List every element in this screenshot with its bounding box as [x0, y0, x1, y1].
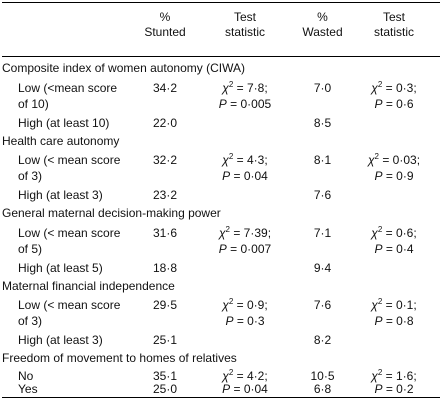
section-title: General maternal decision-making power: [2, 206, 221, 220]
bottom-rule: [2, 397, 440, 398]
row-label: High (at least 5): [18, 261, 103, 275]
stunted-value: 22·0: [152, 116, 178, 130]
chi-square: χ2 = 0·03;: [367, 152, 421, 168]
stunted-value: 31·6: [152, 226, 178, 240]
section-title: Maternal financial independence: [2, 279, 175, 293]
chi-square: χ2 = 1·6;: [371, 368, 417, 384]
row-label-cont: of 5): [18, 242, 43, 256]
row-label: High (at least 3): [18, 188, 103, 202]
section-title: Composite index of women autonomy (CIWA): [2, 61, 245, 75]
stunted-value: 34·2: [152, 81, 178, 95]
row-label: Low (< mean score: [18, 298, 121, 312]
header-test-statistic-2: Test statistic: [373, 10, 414, 39]
stunted-value: 35·1: [152, 369, 178, 383]
wasted-value: 7·1: [313, 226, 332, 240]
header-wasted: % Wasted: [302, 10, 343, 39]
stunted-value: 32·2: [152, 153, 178, 167]
header-rule: [2, 56, 440, 57]
stunted-value: 25·0: [152, 382, 178, 396]
wasted-value: 9·4: [313, 261, 332, 275]
section-title: Health care autonomy: [2, 134, 120, 148]
p-value: P = 0·04: [222, 169, 268, 183]
chi-square: χ2 = 0·3;: [371, 80, 417, 96]
wasted-value: 8·1: [313, 153, 332, 167]
wasted-value: 8·5: [313, 116, 332, 130]
wasted-value: 7·0: [313, 81, 332, 95]
p-value: P = 0·005: [218, 97, 272, 111]
header-test-statistic-1: Test statistic: [224, 10, 265, 39]
chi-square: χ2 = 4·3;: [222, 152, 268, 168]
chi-square: χ2 = 7·39;: [218, 225, 272, 241]
wasted-value: 7·6: [313, 188, 332, 202]
p-value: P = 0·3: [225, 314, 265, 328]
wasted-value: 7·6: [313, 298, 332, 312]
chi-square: χ2 = 4·2;: [222, 368, 268, 384]
row-label: No: [18, 369, 34, 383]
row-label: Low (<mean score: [18, 81, 118, 95]
stunted-value: 18·8: [152, 261, 178, 275]
p-value: P = 0·9: [374, 169, 414, 183]
row-label-cont: of 10): [18, 97, 49, 111]
row-label: Low (< mean score: [18, 226, 121, 240]
stunted-value: 23·2: [152, 188, 178, 202]
row-label-cont: of 3): [18, 169, 43, 183]
chi-square: χ2 = 0·6;: [371, 225, 417, 241]
stunted-value: 25·1: [152, 333, 178, 347]
wasted-value: 10·5: [310, 369, 335, 383]
p-value: P = 0·4: [374, 242, 414, 256]
row-label: High (at least 10): [18, 116, 110, 130]
chi-square: χ2 = 0·1;: [371, 297, 417, 313]
top-rule: [2, 2, 440, 3]
row-label-cont: of 3): [18, 314, 43, 328]
p-value: P = 0·04: [222, 382, 268, 396]
chi-square: χ2 = 7·8;: [222, 80, 268, 96]
row-label: High (at least 3): [18, 333, 103, 347]
row-label: Yes: [18, 382, 38, 396]
wasted-value: 6·8: [313, 382, 332, 396]
stunted-value: 29·5: [152, 298, 178, 312]
section-title: Freedom of movement to homes of relative…: [2, 351, 237, 365]
header-stunted: % Stunted: [144, 10, 186, 39]
p-value: P = 0·8: [374, 314, 414, 328]
row-label: Low (< mean score: [18, 153, 121, 167]
p-value: P = 0·2: [374, 382, 414, 396]
wasted-value: 8·2: [313, 333, 332, 347]
p-value: P = 0·6: [374, 97, 414, 111]
chi-square: χ2 = 0·9;: [222, 297, 268, 313]
p-value: P = 0·007: [218, 242, 272, 256]
